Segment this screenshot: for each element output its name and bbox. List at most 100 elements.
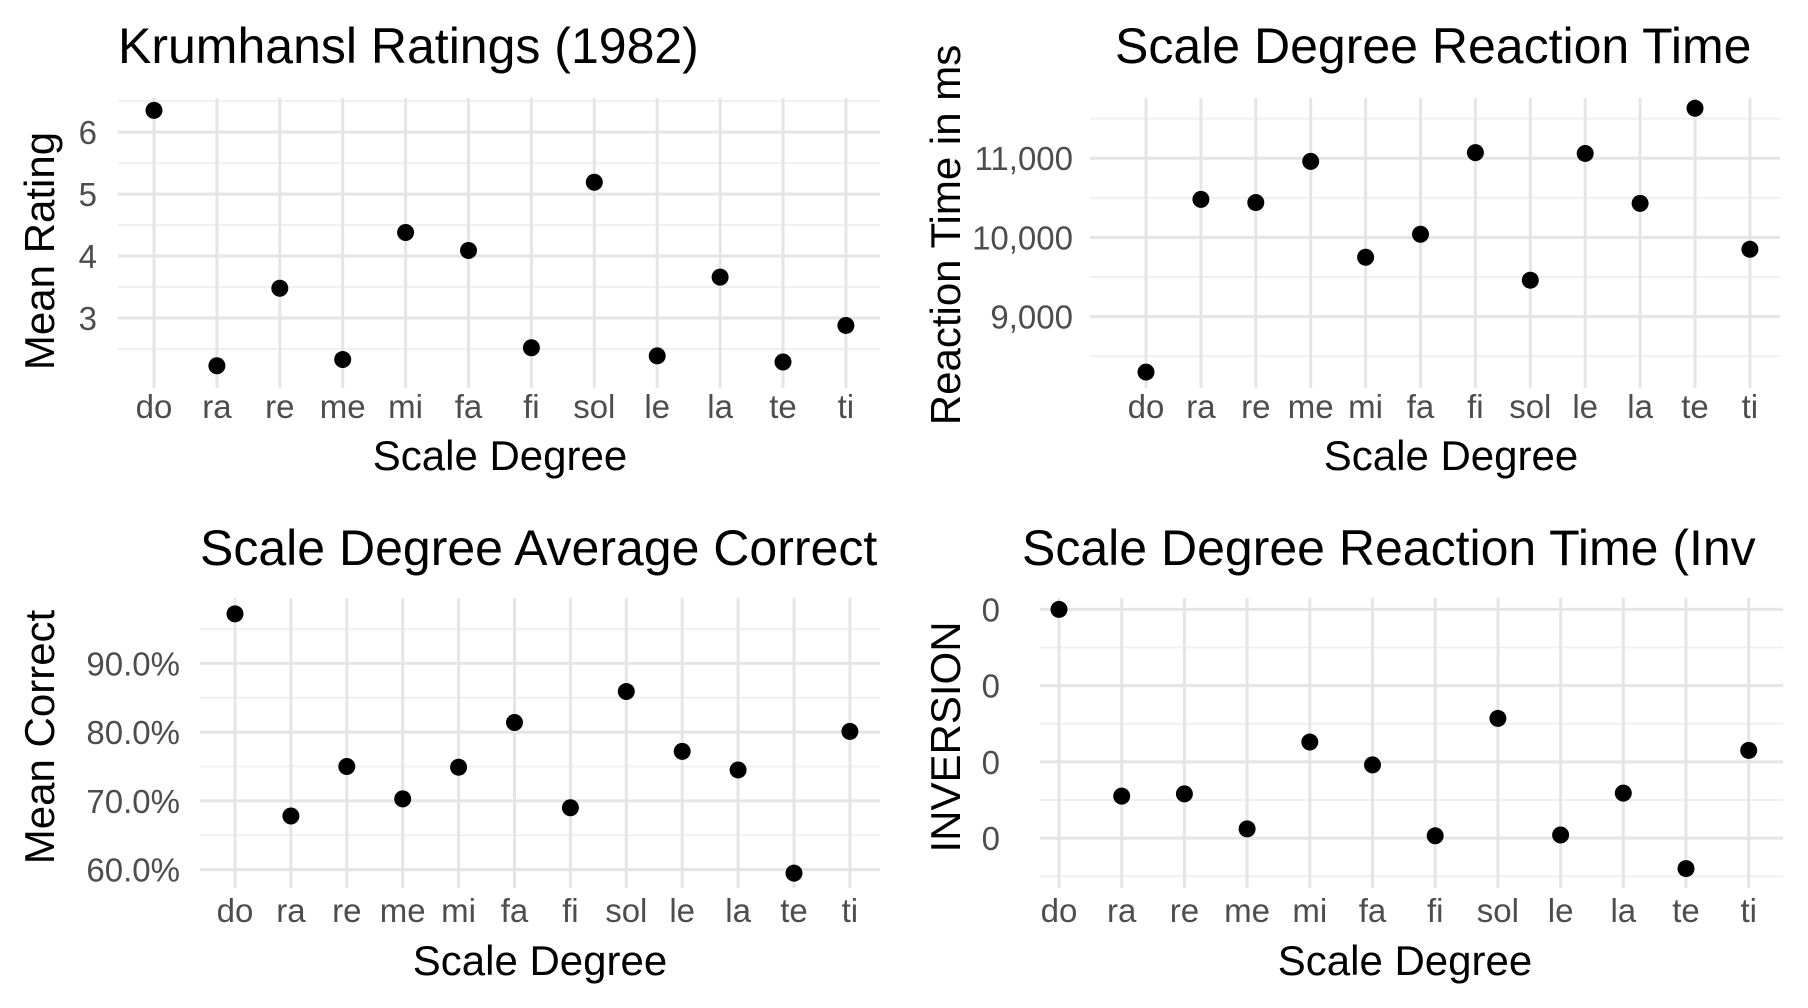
- data-point: [282, 807, 300, 825]
- grid: [1040, 598, 1784, 888]
- y-tick-label: 3: [79, 300, 97, 337]
- x-tick-label: le: [1548, 892, 1574, 929]
- data-point: [1741, 240, 1759, 258]
- x-tick-label: te: [1672, 892, 1700, 929]
- data-point: [561, 799, 579, 817]
- x-tick-label: do: [136, 388, 173, 425]
- data-point: [271, 279, 289, 297]
- data-point: [1050, 600, 1068, 618]
- panel-average-correct: do ra re me mi fa fi sol le la te ti 60.0% 70.0% 80.0…: [16, 520, 880, 984]
- x-tick-label: mi: [388, 388, 423, 425]
- x-tick-label: mi: [441, 892, 476, 929]
- data-point: [334, 351, 352, 369]
- y-tick-label: 5: [79, 176, 97, 213]
- data-point: [1466, 144, 1484, 162]
- y-tick-labels: 60.0% 70.0% 80.0% 90.0%: [86, 645, 180, 888]
- x-tick-label: sol: [1477, 892, 1519, 929]
- data-point: [1740, 741, 1758, 759]
- x-tick-label: te: [780, 892, 808, 929]
- x-tick-label: re: [1241, 388, 1270, 425]
- data-point: [1175, 785, 1193, 803]
- x-tick-label: ti: [1742, 388, 1759, 425]
- x-tick-label: le: [1572, 388, 1598, 425]
- x-tick-label: la: [1610, 892, 1636, 929]
- x-tick-label: ti: [842, 892, 859, 929]
- y-tick-label: 6: [79, 114, 97, 151]
- y-tick-label: 0: [982, 744, 1000, 781]
- x-tick-label: ra: [1107, 892, 1137, 929]
- panel-reaction-time-inverted: do ra re me mi fa fi sol le la te ti 0 0 0 0 Scale Deg…: [922, 520, 1784, 984]
- x-tick-label: la: [725, 892, 751, 929]
- x-tick-label: ti: [838, 388, 855, 425]
- x-tick-label: me: [1224, 892, 1270, 929]
- x-tick-label: sol: [573, 388, 615, 425]
- data-point: [1357, 248, 1375, 266]
- x-tick-label: la: [1627, 388, 1653, 425]
- y-axis-title: Mean Rating: [16, 132, 63, 370]
- data-point: [338, 758, 356, 776]
- data-point: [1192, 190, 1210, 208]
- x-tick-label: sol: [1509, 388, 1551, 425]
- data-point: [1113, 787, 1131, 805]
- x-tick-label: re: [265, 388, 294, 425]
- panel-reaction-time: do ra re me mi fa fi sol le la te ti 9,000 10,000 11,…: [922, 18, 1781, 479]
- x-tick-label: fi: [523, 388, 540, 425]
- x-tick-label: do: [1041, 892, 1078, 929]
- x-tick-labels: do ra re me mi fa fi sol le la te ti: [136, 388, 855, 425]
- data-point: [1301, 733, 1319, 751]
- y-tick-label: 60.0%: [86, 852, 180, 889]
- x-tick-label: fa: [455, 388, 483, 425]
- data-point: [729, 761, 747, 779]
- data-point: [1521, 271, 1539, 289]
- data-point: [397, 223, 415, 241]
- y-tick-labels: 3 4 5 6: [79, 114, 97, 337]
- x-tick-label: ra: [202, 388, 232, 425]
- panel-krumhansl: do ra re me mi fa fi sol le la te ti 3 4 5 6 Krumhansl…: [16, 18, 880, 479]
- x-tick-label: fi: [562, 892, 579, 929]
- x-tick-label: ra: [276, 892, 306, 929]
- y-tick-label: 4: [79, 238, 97, 275]
- x-axis-title: Scale Degree: [373, 432, 627, 479]
- data-point: [1302, 152, 1320, 170]
- x-tick-label: te: [769, 388, 797, 425]
- y-tick-label: 70.0%: [86, 783, 180, 820]
- y-tick-label: 80.0%: [86, 714, 180, 751]
- x-tick-label: mi: [1348, 388, 1383, 425]
- y-axis-title: Reaction Time in ms: [922, 45, 969, 425]
- data-point: [785, 864, 803, 882]
- data-point: [1631, 194, 1649, 212]
- data-point: [226, 605, 244, 623]
- x-tick-label: la: [707, 388, 733, 425]
- points: [1137, 99, 1759, 381]
- data-point: [617, 683, 635, 701]
- data-point: [1552, 826, 1570, 844]
- x-tick-label: fa: [1359, 892, 1387, 929]
- data-point: [774, 353, 792, 371]
- data-point: [1412, 225, 1429, 243]
- x-tick-label: fi: [1427, 892, 1444, 929]
- x-tick-label: re: [332, 892, 361, 929]
- y-axis-title: INVERSION: [922, 621, 969, 852]
- y-axis-title: Mean Correct: [16, 609, 63, 864]
- data-point: [837, 316, 855, 334]
- panel-title: Scale Degree Reaction Time: [1115, 18, 1751, 74]
- x-tick-label: fi: [1467, 388, 1484, 425]
- x-tick-label: do: [1128, 388, 1165, 425]
- data-point: [673, 742, 691, 760]
- points: [226, 605, 859, 882]
- panel-title: Scale Degree Average Correct: [200, 520, 877, 576]
- y-tick-label: 11,000: [975, 140, 1073, 177]
- x-tick-label: mi: [1292, 892, 1327, 929]
- x-tick-labels: do ra re me mi fa fi sol le la te ti: [217, 892, 859, 929]
- y-tick-label: 90.0%: [86, 645, 180, 682]
- x-axis-title: Scale Degree: [1278, 937, 1532, 984]
- data-point: [1426, 827, 1444, 845]
- x-axis-title: Scale Degree: [1324, 432, 1578, 479]
- x-tick-label: me: [320, 388, 366, 425]
- data-point: [1576, 144, 1594, 162]
- y-tick-label: 10,000: [972, 219, 1073, 256]
- grid: [200, 598, 880, 888]
- y-tick-label: 0: [982, 820, 1000, 857]
